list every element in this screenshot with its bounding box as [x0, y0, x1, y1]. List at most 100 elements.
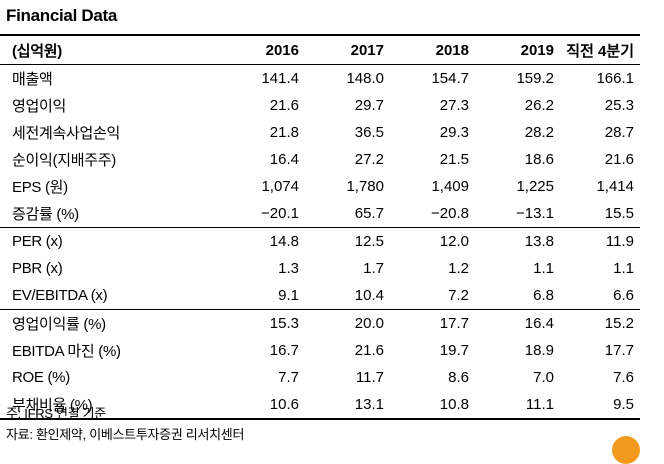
- unit-label: (십억원): [12, 42, 62, 60]
- table-row: EV/EBITDA (x) 9.1 10.4 7.2 6.8 6.6: [0, 282, 640, 310]
- table-cell: 1,414: [596, 178, 634, 195]
- table-cell: 13.8: [524, 233, 554, 250]
- row-label: ROE (%): [12, 369, 70, 386]
- row-label: 매출액: [12, 71, 53, 88]
- table-row: 증감률 (%) −20.1 65.7 −20.8 −13.1 15.5: [0, 200, 640, 228]
- table-cell: 17.7: [439, 315, 469, 332]
- table-cell: 21.6: [604, 151, 634, 168]
- table-cell: 27.3: [439, 97, 469, 114]
- source-note: 자료: 환인제약, 이베스트투자증권 리서치센터: [6, 427, 245, 442]
- table-cell: 28.7: [604, 124, 634, 141]
- table-cell: 10.8: [439, 396, 469, 413]
- table-cell: 159.2: [516, 70, 554, 87]
- table-cell: 9.1: [278, 287, 299, 304]
- row-label: 부채비율 (%): [12, 397, 93, 414]
- table-cell: 28.2: [524, 124, 554, 141]
- table-cell: 9.5: [613, 396, 634, 413]
- table-body: 매출액 141.4 148.0 154.7 159.2 166.1 영업이익 21.6 29.7…: [0, 65, 640, 418]
- table-cell: 18.6: [524, 151, 554, 168]
- table-cell: 1.1: [533, 260, 554, 277]
- table-cell: 29.3: [439, 124, 469, 141]
- table-cell: 1,074: [261, 178, 299, 195]
- table-row: PBR (x) 1.3 1.7 1.2 1.1 1.1: [0, 255, 640, 282]
- basis-note: 주: IFRS 연결 기준: [6, 406, 106, 421]
- table-cell: 16.4: [524, 315, 554, 332]
- brand-logo-icon: [612, 436, 640, 464]
- table-cell: 1,409: [431, 178, 469, 195]
- table-cell: −13.1: [516, 205, 554, 222]
- table-cell: 14.8: [269, 233, 299, 250]
- row-label: PBR (x): [12, 260, 63, 277]
- table-cell: 29.7: [354, 97, 384, 114]
- table-cell: 16.7: [269, 342, 299, 359]
- table-cell: 154.7: [431, 70, 469, 87]
- table-row: 매출액 141.4 148.0 154.7 159.2 166.1: [0, 65, 640, 92]
- table-cell: 1,780: [346, 178, 384, 195]
- table-cell: 10.4: [354, 287, 384, 304]
- table-cell: 7.6: [613, 369, 634, 386]
- row-label: 영업이익: [12, 98, 67, 115]
- table-cell: 10.6: [269, 396, 299, 413]
- page-title: Financial Data: [6, 6, 118, 25]
- table-cell: 7.2: [448, 287, 469, 304]
- table-cell: 1.2: [448, 260, 469, 277]
- table-cell: 11.9: [605, 233, 634, 250]
- table-row: ROE (%) 7.7 11.7 8.6 7.0 7.6: [0, 364, 640, 391]
- table-row: EBITDA 마진 (%) 16.7 21.6 19.7 18.9 17.7: [0, 337, 640, 364]
- table-cell: 12.5: [354, 233, 384, 250]
- table-cell: 1,225: [516, 178, 554, 195]
- table-cell: 15.3: [269, 315, 299, 332]
- table-cell: −20.1: [261, 205, 299, 222]
- table-row: 부채비율 (%) 10.6 13.1 10.8 11.1 9.5: [0, 391, 640, 418]
- table-cell: 11.7: [355, 369, 384, 386]
- table-cell: 8.6: [448, 369, 469, 386]
- column-header: 2017: [350, 41, 384, 59]
- table-row: EPS (원) 1,074 1,780 1,409 1,225 1,414: [0, 173, 640, 200]
- table-cell: 13.1: [354, 396, 384, 413]
- table-cell: 19.7: [439, 342, 469, 359]
- row-label: PER (x): [12, 233, 63, 250]
- row-label: EPS (원): [12, 179, 68, 196]
- table-cell: 11.1: [525, 396, 554, 413]
- table-header-row: (십억원) 2016 2017 2018 2019 직전 4분기: [0, 36, 640, 65]
- table-cell: 15.2: [604, 315, 634, 332]
- column-header: 2018: [435, 41, 469, 59]
- table-row: PER (x) 14.8 12.5 12.0 13.8 11.9: [0, 228, 640, 255]
- column-header: 직전 4분기: [566, 42, 634, 60]
- table-cell: 16.4: [269, 151, 299, 168]
- table-cell: 26.2: [524, 97, 554, 114]
- table-row: 영업이익률 (%) 15.3 20.0 17.7 16.4 15.2: [0, 310, 640, 337]
- table-cell: 1.3: [278, 260, 299, 277]
- footnotes: 주: IFRS 연결 기준 자료: 환인제약, 이베스트투자증권 리서치센터: [6, 403, 244, 445]
- table-cell: −20.8: [431, 205, 469, 222]
- table-cell: 36.5: [354, 124, 384, 141]
- table-row: 순이익(지배주주) 16.4 27.2 21.5 18.6 21.6: [0, 146, 640, 173]
- row-label: 증감률 (%): [12, 206, 79, 223]
- table-cell: 7.0: [533, 369, 554, 386]
- table-cell: 21.6: [269, 97, 299, 114]
- financial-table: (십억원) 2016 2017 2018 2019 직전 4분기 매출액 141.…: [0, 34, 640, 420]
- table-cell: 18.9: [524, 342, 554, 359]
- table-cell: 21.8: [269, 124, 299, 141]
- table-cell: 166.1: [596, 70, 634, 87]
- column-header: 2016: [265, 41, 299, 59]
- table-cell: 27.2: [354, 151, 384, 168]
- table-cell: 21.6: [354, 342, 384, 359]
- table-cell: 65.7: [354, 205, 384, 222]
- column-header: 2019: [520, 41, 554, 59]
- table-cell: 12.0: [439, 233, 469, 250]
- table-row: 세전계속사업손익 21.8 36.5 29.3 28.2 28.7: [0, 119, 640, 146]
- table-cell: 1.7: [363, 260, 384, 277]
- table-cell: 141.4: [261, 70, 299, 87]
- row-label: EV/EBITDA (x): [12, 287, 108, 304]
- table-cell: 20.0: [354, 315, 384, 332]
- table-cell: 25.3: [604, 97, 634, 114]
- table-cell: 6.6: [613, 287, 634, 304]
- table-cell: 6.8: [533, 287, 554, 304]
- row-label: EBITDA 마진 (%): [12, 343, 121, 360]
- row-label: 영업이익률 (%): [12, 316, 106, 333]
- row-label: 세전계속사업손익: [12, 125, 121, 142]
- table-cell: 148.0: [346, 70, 384, 87]
- table-row: 영업이익 21.6 29.7 27.3 26.2 25.3: [0, 92, 640, 119]
- table-cell: 7.7: [278, 369, 299, 386]
